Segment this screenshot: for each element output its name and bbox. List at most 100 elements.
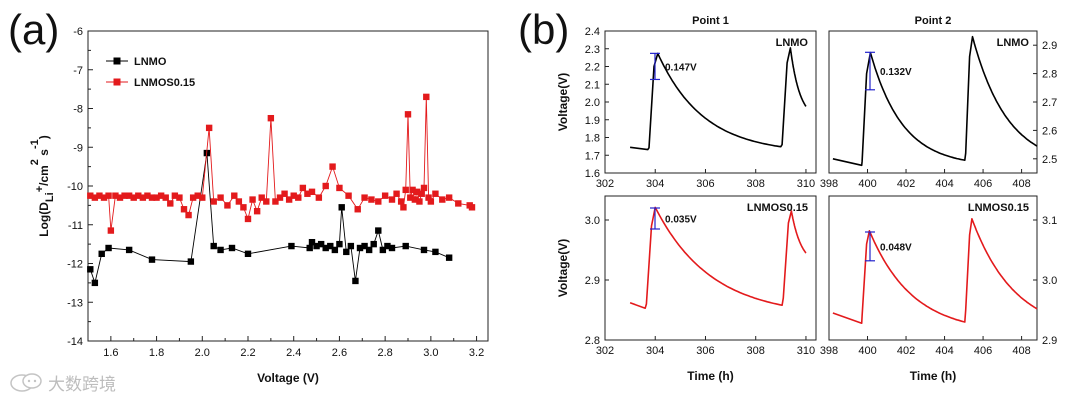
data-point — [413, 188, 421, 196]
x-axis-label: Time (h) — [687, 369, 733, 383]
y-tick-label: -14 — [67, 336, 83, 348]
x-tick-label: 2.6 — [332, 347, 347, 359]
x-tick-label: 310 — [797, 345, 815, 357]
data-point — [244, 250, 252, 258]
chart-a-diffusion-coefficient: 1.6 1.8 2.0 2.2 2.4 2.6 2.8 3.0 3.2-14-13-12-11-… — [29, 26, 489, 385]
x-tick-label: 408 — [1012, 345, 1030, 357]
data-point — [189, 194, 197, 201]
data-point — [231, 192, 238, 199]
data-point — [317, 240, 325, 248]
data-point — [423, 93, 430, 101]
data-point — [217, 194, 224, 201]
series-lnmo — [87, 149, 453, 287]
data-point — [272, 198, 279, 205]
data-point — [253, 207, 261, 215]
data-point — [87, 266, 94, 273]
y-tick-label: 2.9 — [1042, 335, 1057, 347]
y-tick-label: -6 — [73, 26, 83, 38]
data-point — [185, 211, 192, 219]
y-tick-label: 2.6 — [1042, 125, 1057, 137]
y-tick-label: -7 — [73, 65, 83, 77]
data-point — [439, 196, 446, 203]
data-point — [276, 194, 284, 201]
data-point — [407, 194, 414, 201]
y-tick-label: 2.2 — [585, 62, 600, 74]
x-tick-label: 3.2 — [469, 347, 484, 359]
voltage-curve — [832, 218, 1038, 325]
data-point — [347, 242, 355, 250]
series-line — [90, 96, 473, 231]
y-tick-label: 3.0 — [1042, 275, 1057, 287]
data-point — [180, 206, 188, 213]
data-point — [384, 242, 391, 250]
data-point — [91, 279, 99, 287]
x-tick-label: 304 — [646, 178, 664, 190]
y-tick-label: 2.1 — [585, 79, 600, 91]
delta-v-bracket — [865, 231, 875, 262]
x-tick-label: 308 — [747, 345, 765, 357]
subplot-frame — [604, 195, 817, 341]
x-tick-label: 404 — [935, 345, 953, 357]
x-tick-label: 402 — [897, 345, 915, 357]
data-point — [432, 190, 439, 197]
data-point — [288, 242, 295, 250]
x-tick-label: 398 — [820, 345, 838, 357]
data-point — [194, 192, 201, 199]
y-tick-label: 1.8 — [585, 133, 600, 145]
x-tick-label: 3.0 — [423, 347, 438, 359]
data-point — [345, 192, 352, 199]
data-point — [397, 198, 405, 205]
x-axis-label: Voltage (V) — [257, 371, 319, 385]
subplot-title: Point 2 — [915, 15, 952, 27]
data-point — [267, 114, 275, 122]
chart-b1-point1-lnmo: 302 304 306 308 310 1.6 1.7 1.8 1.9 2.0 2.1 2.2 2.3 2… — [556, 15, 817, 190]
x-tick-label: 302 — [596, 178, 614, 190]
y-tick-label: 2.8 — [1042, 69, 1057, 81]
x-tick-label: 2.0 — [195, 347, 210, 359]
y-tick-label: 1.7 — [585, 150, 600, 162]
x-tick-label: 408 — [1012, 178, 1030, 190]
y-tick-label: 1.9 — [585, 115, 600, 127]
data-point — [290, 192, 297, 199]
y-tick-label: 2.5 — [1042, 154, 1057, 166]
data-point — [105, 192, 112, 199]
data-point — [388, 196, 396, 203]
x-tick-label: 398 — [820, 178, 838, 190]
data-point — [285, 196, 293, 203]
series-label: LNMOS0.15 — [747, 202, 808, 214]
y-tick-label: -10 — [67, 181, 83, 193]
data-point — [244, 215, 252, 223]
data-point — [107, 227, 115, 234]
data-point — [315, 194, 323, 201]
data-point — [356, 244, 364, 252]
legend-item: LNMOS0.15 — [106, 77, 195, 89]
watermark-text: 大数跨境 — [48, 375, 116, 395]
data-point — [308, 238, 316, 246]
data-point — [210, 242, 217, 250]
y-axis-label-part: -1 — [29, 139, 41, 149]
data-point — [338, 204, 345, 211]
series-label: LNMOS0.15 — [968, 202, 1029, 214]
data-point — [393, 190, 400, 197]
delta-v-bracket — [650, 52, 660, 81]
data-point — [411, 196, 419, 203]
data-point — [402, 242, 409, 250]
x-tick-label: 1.8 — [149, 347, 164, 359]
data-point — [306, 244, 313, 252]
x-tick-label: 404 — [935, 178, 953, 190]
data-point — [139, 194, 147, 201]
data-point — [420, 184, 428, 192]
x-tick-label: 402 — [897, 178, 915, 190]
data-point — [381, 192, 389, 199]
x-tick-label: 306 — [696, 345, 714, 357]
data-point — [98, 250, 105, 258]
legend-label: LNMOS0.15 — [134, 77, 195, 89]
y-tick-label: 2.8 — [585, 335, 600, 347]
data-point — [91, 194, 99, 201]
data-point — [375, 227, 382, 234]
x-tick-label: 1.6 — [103, 347, 118, 359]
data-point — [125, 192, 133, 199]
y-axis-label-part: 2 — [29, 159, 41, 165]
data-point — [263, 198, 270, 205]
